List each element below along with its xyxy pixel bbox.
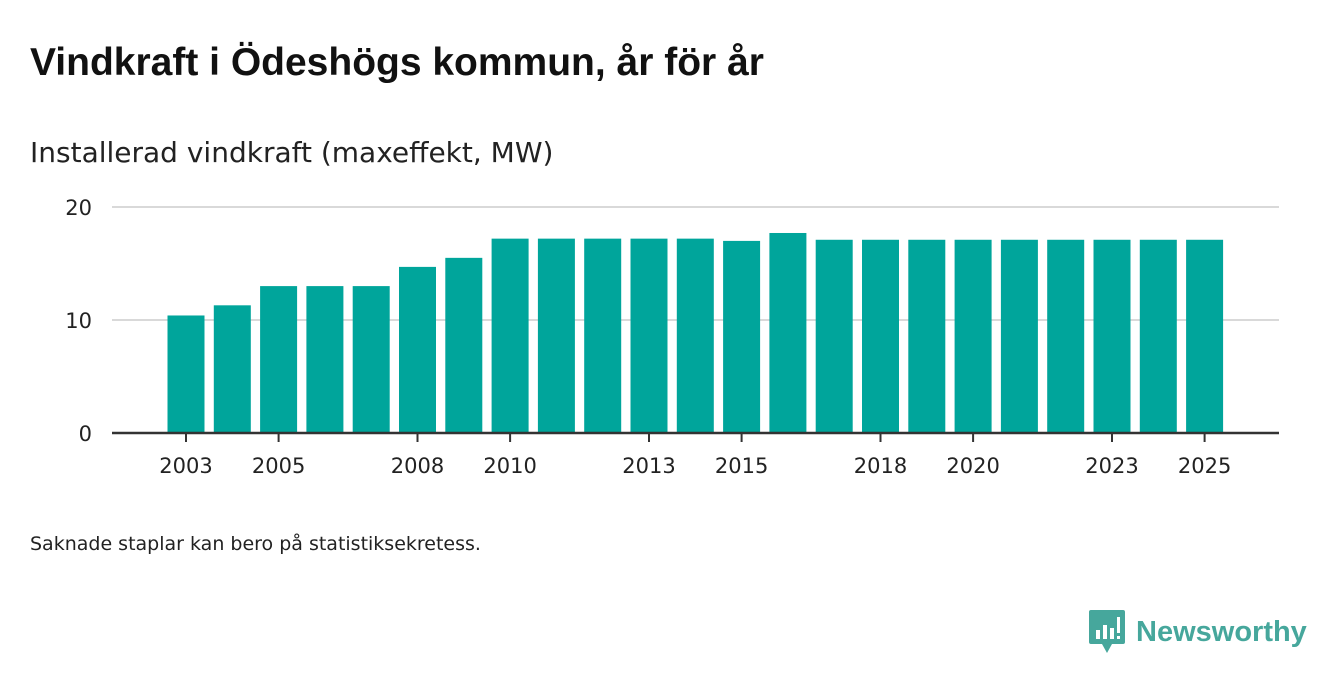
x-tick-label-2015: 2015 — [715, 454, 768, 478]
x-tick-label-2005: 2005 — [252, 454, 305, 478]
chart-title: Vindkraft i Ödeshögs kommun, år för år — [30, 41, 764, 84]
bar-2021 — [1000, 239, 1038, 433]
bar-2004 — [213, 305, 251, 433]
bar-2003 — [167, 315, 205, 433]
x-tick-label-2010: 2010 — [483, 454, 536, 478]
y-tick-label-0: 0 — [79, 422, 92, 446]
y-tick-labels: 0 10 20 — [65, 196, 92, 446]
bar-2023 — [1093, 239, 1131, 433]
bars — [167, 232, 1224, 433]
bar-2024 — [1139, 239, 1177, 433]
bar-2017 — [815, 239, 853, 433]
x-tick-label-2020: 2020 — [946, 454, 999, 478]
x-tick-label-2003: 2003 — [159, 454, 212, 478]
bar-2020 — [954, 239, 992, 433]
x-tick-label-2008: 2008 — [391, 454, 444, 478]
brand-name: Newsworthy — [1136, 616, 1307, 648]
bar-2008 — [399, 266, 436, 433]
newsworthy-logo-icon — [1089, 610, 1125, 653]
brand-logo-area: Newsworthy — [1088, 608, 1307, 656]
chart-subtitle: Installerad vindkraft (maxeffekt, MW) — [30, 136, 554, 169]
bar-2012 — [584, 238, 622, 433]
y-tick-label-10: 10 — [65, 309, 92, 333]
x-tick-labels: 2003 2005 2008 2010 2013 2015 2018 2020 2023 2025 — [159, 454, 1231, 478]
x-tick-label-2025: 2025 — [1178, 454, 1231, 478]
bar-2019 — [908, 239, 946, 433]
bar-2009 — [445, 257, 483, 433]
footnote: Saknade staplar kan bero på statistiksek… — [30, 533, 481, 555]
bar-2022 — [1047, 239, 1085, 433]
axes — [112, 431, 1279, 442]
bar-2005 — [260, 286, 298, 433]
bar-2018 — [862, 239, 899, 433]
x-tick-label-2018: 2018 — [854, 454, 907, 478]
bar-2013 — [630, 238, 668, 433]
y-tick-label-20: 20 — [65, 196, 92, 220]
bar-2007 — [352, 286, 390, 433]
bar-2014 — [676, 238, 714, 433]
x-tick-label-2013: 2013 — [622, 454, 675, 478]
bar-2006 — [306, 286, 344, 433]
bar-2016 — [769, 232, 807, 433]
bar-2015 — [723, 240, 761, 433]
x-tick-label-2023: 2023 — [1085, 454, 1138, 478]
bar-2010 — [491, 238, 529, 433]
bar-2025 — [1186, 239, 1224, 433]
bar-2011 — [537, 238, 575, 433]
